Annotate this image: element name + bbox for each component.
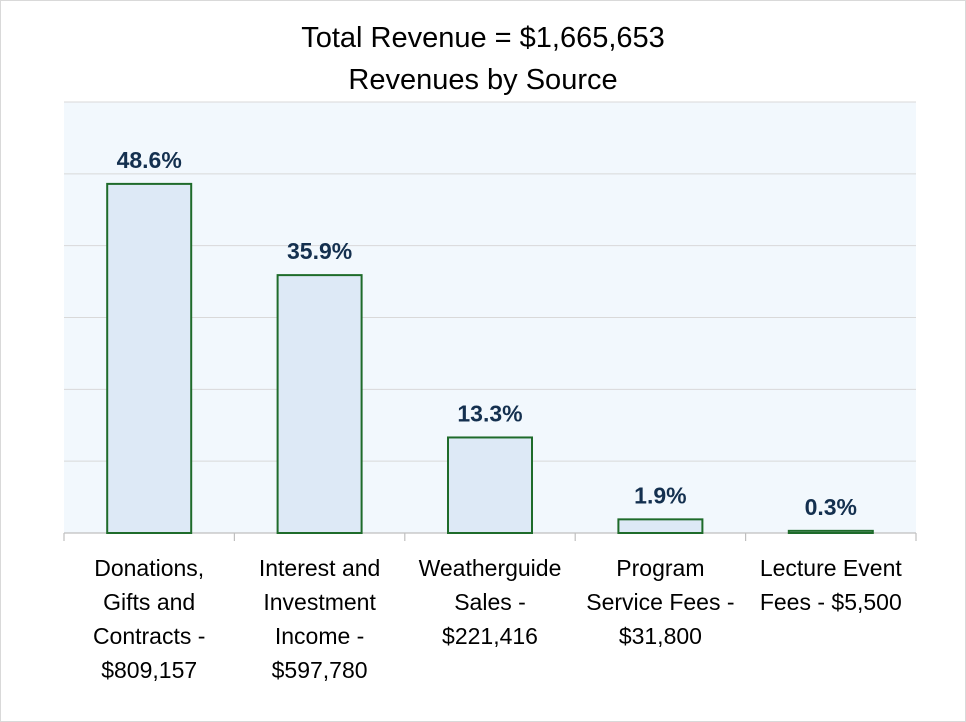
bar <box>106 182 193 534</box>
category-label-line: $809,157 <box>101 657 198 683</box>
category-label-line: Gifts and <box>103 589 196 615</box>
category-label-line: Program <box>616 555 705 581</box>
chart-subtitle: Revenues by Source <box>348 64 618 96</box>
chart-title-line-1: Total Revenue = $1,665,653 <box>301 22 665 54</box>
category-label-line: Service Fees - <box>586 589 735 615</box>
data-label: 0.3% <box>805 494 857 520</box>
category-label-line: Income - <box>274 623 365 649</box>
data-label: 1.9% <box>634 482 686 508</box>
chart-title: Total Revenue = $1,665,653 Revenues by S… <box>0 17 966 101</box>
bar <box>787 529 874 534</box>
category-label-line: $31,800 <box>618 623 702 649</box>
category-label: Program Service Fees - $31,800 <box>575 551 745 653</box>
category-label: Interest and Investment Income - $597,780 <box>235 551 405 687</box>
category-label-line: Interest and <box>258 555 381 581</box>
data-label: 35.9% <box>287 238 352 264</box>
category-label-line: Sales - <box>454 589 526 615</box>
category-label-line: Donations, <box>94 555 205 581</box>
category-label: Lecture Event Fees - $5,500 <box>746 551 916 619</box>
category-label-line: Fees - $5,500 <box>759 589 902 615</box>
bar <box>447 436 533 534</box>
category-label: Donations, Gifts and Contracts - $809,157 <box>64 551 234 687</box>
bar <box>617 518 704 535</box>
category-label-line: Investment <box>263 589 376 615</box>
bar <box>276 274 363 534</box>
category-label-line: $597,780 <box>271 657 368 683</box>
data-label: 48.6% <box>117 147 182 173</box>
category-label-line: Contracts - <box>92 623 206 649</box>
category-label: Weatherguide Sales - $221,416 <box>405 551 575 653</box>
category-label-line: Lecture Event <box>759 555 902 581</box>
data-label: 13.3% <box>457 400 522 426</box>
category-label-line: $221,416 <box>442 623 538 649</box>
category-label-line: Weatherguide <box>418 555 562 581</box>
